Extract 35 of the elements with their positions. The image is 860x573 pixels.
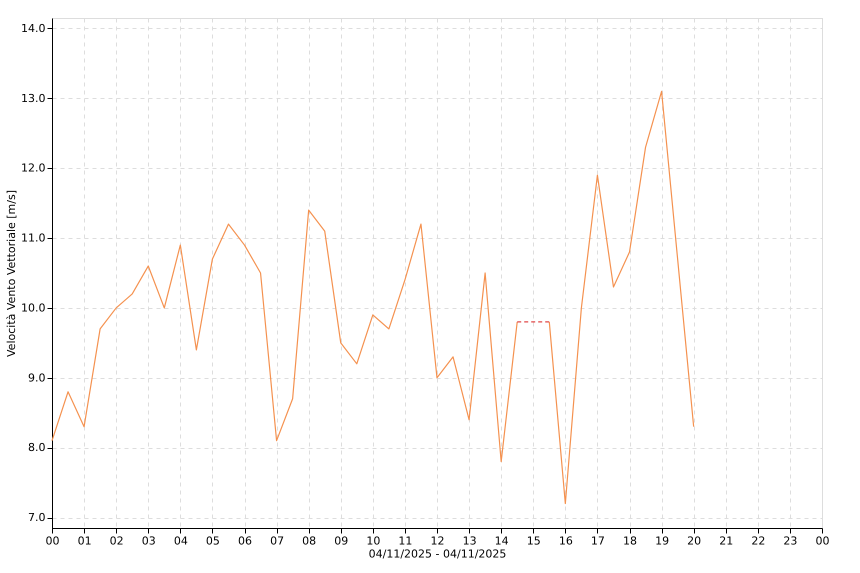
x-tick-label: 06 <box>238 534 252 548</box>
y-tick-label: 12.0 <box>21 162 46 175</box>
x-tick-label: 21 <box>719 534 734 548</box>
x-axis-title: 04/11/2025 - 04/11/2025 <box>368 548 506 560</box>
x-tick-label: 04 <box>174 534 188 548</box>
x-tick-label: 08 <box>302 534 316 548</box>
x-tick-label: 18 <box>623 534 637 548</box>
y-tick-label: 9.0 <box>28 371 46 384</box>
x-tick-label: 17 <box>590 534 605 548</box>
x-tick-label: 11 <box>398 534 412 548</box>
x-tick-label: 01 <box>78 534 92 548</box>
x-tick-label: 09 <box>334 534 348 548</box>
x-tick-label: 23 <box>783 534 798 548</box>
x-tick-label: 12 <box>430 534 444 548</box>
y-tick-label: 10.0 <box>21 301 46 314</box>
x-tick-label: 19 <box>655 534 670 548</box>
y-tick-label: 11.0 <box>21 232 46 245</box>
x-tick-label: 03 <box>142 534 156 548</box>
x-tick-label: 00 <box>46 534 60 548</box>
x-tick-label: 20 <box>687 534 702 548</box>
x-tick-label: 02 <box>110 534 124 548</box>
y-tick-label: 8.0 <box>28 441 46 454</box>
x-tick-label: 15 <box>526 534 541 548</box>
x-tick-label: 14 <box>494 534 509 548</box>
x-tick-label: 05 <box>206 534 220 548</box>
y-tick-label: 14.0 <box>21 22 46 35</box>
x-tick-label: 13 <box>462 534 477 548</box>
x-tick-label: 22 <box>751 534 766 548</box>
y-axis-title: Velocità Vento Vettoriale [m/s] <box>5 190 18 357</box>
y-tick-label: 13.0 <box>21 92 46 105</box>
y-tick-label: 7.0 <box>28 511 46 524</box>
x-tick-label: 10 <box>366 534 380 548</box>
x-tick-label: 00 <box>816 534 830 548</box>
x-tick-label: 07 <box>270 534 284 548</box>
x-tick-label: 16 <box>558 534 573 548</box>
